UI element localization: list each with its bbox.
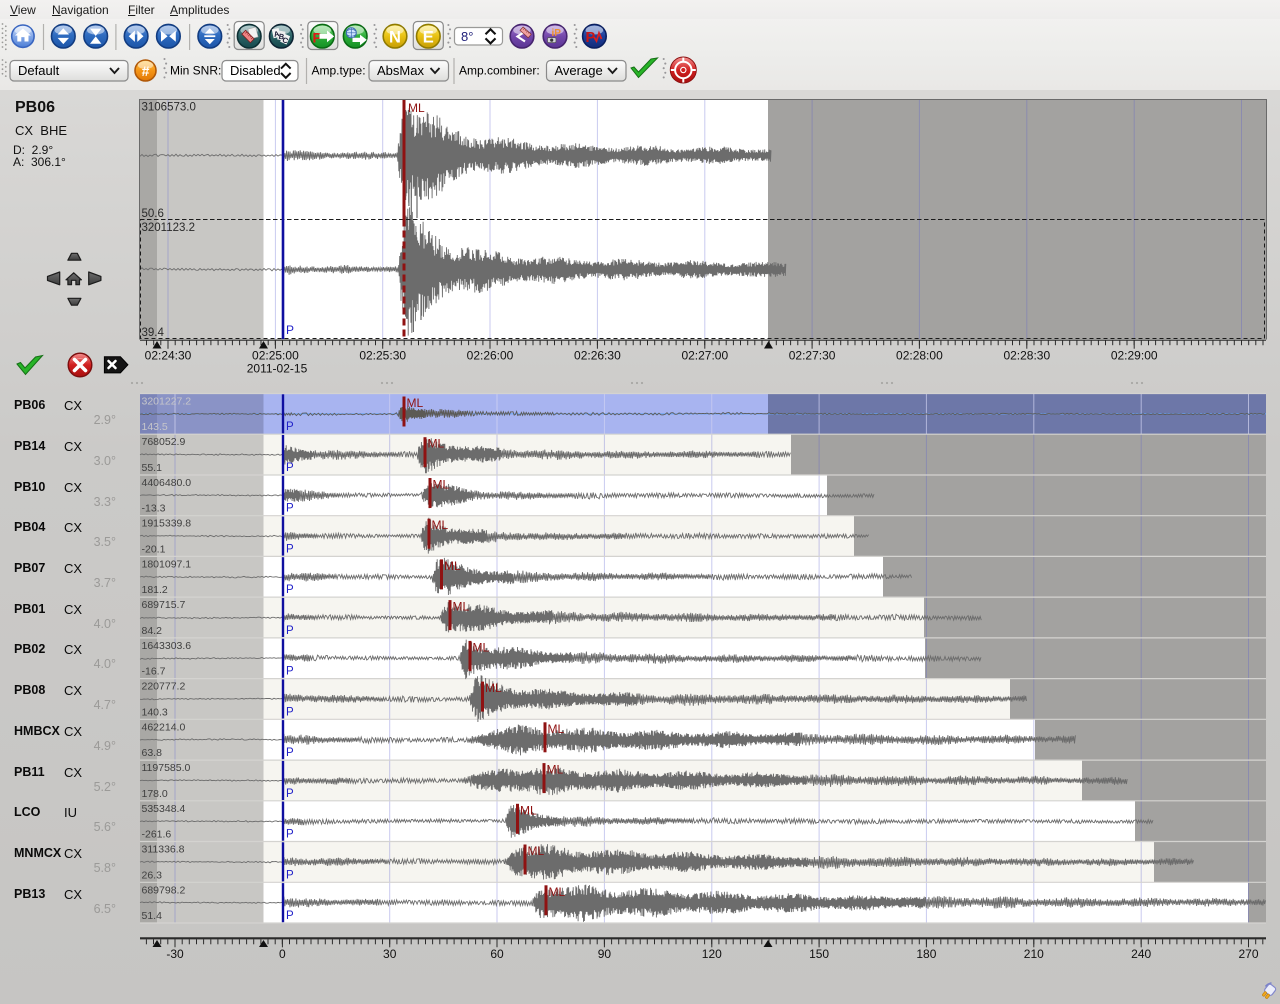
svg-text:P: P	[286, 543, 294, 555]
svg-text:02:26:00: 02:26:00	[467, 349, 514, 363]
svg-text:26.3: 26.3	[142, 869, 163, 881]
svg-text:-20.1: -20.1	[142, 543, 166, 555]
svg-text:1801097.1: 1801097.1	[142, 558, 192, 570]
svg-text:ML: ML	[548, 722, 565, 736]
svg-text:140.3: 140.3	[142, 706, 168, 718]
svg-text:Disabled: Disabled	[230, 63, 281, 78]
svg-text:ML: ML	[428, 437, 445, 451]
svg-text:768052.9: 768052.9	[142, 436, 186, 448]
svg-text:55.1: 55.1	[142, 462, 163, 474]
svg-text:270: 270	[1238, 947, 1258, 961]
svg-text:ML: ML	[453, 600, 470, 614]
svg-text:P: P	[286, 666, 294, 678]
svg-text:02:27:00: 02:27:00	[681, 349, 728, 363]
svg-text:240: 240	[1131, 947, 1151, 961]
svg-text:-261.6: -261.6	[142, 829, 172, 841]
svg-text:P: P	[313, 30, 322, 46]
svg-text:84.2: 84.2	[142, 625, 163, 637]
svg-text:ML: ML	[520, 803, 537, 817]
svg-text:0: 0	[279, 947, 286, 961]
svg-text:N: N	[389, 28, 401, 46]
svg-text:ML: ML	[432, 518, 449, 532]
svg-text:ML: ML	[473, 640, 490, 654]
svg-text:535348.4: 535348.4	[142, 803, 186, 815]
svg-text:120: 120	[702, 947, 722, 961]
svg-text:ML: ML	[433, 478, 450, 492]
svg-text:30: 30	[383, 947, 397, 961]
svg-text:150: 150	[809, 947, 829, 961]
svg-text:2011-02-15: 2011-02-15	[247, 362, 308, 376]
svg-text:02:28:00: 02:28:00	[896, 349, 943, 363]
svg-text:178.0: 178.0	[142, 788, 168, 800]
svg-text:P: P	[286, 462, 294, 474]
svg-text:P: P	[286, 747, 294, 759]
svg-text:A: A	[273, 29, 281, 39]
svg-text:AbsMax: AbsMax	[377, 63, 424, 78]
svg-text:02:29:00: 02:29:00	[1111, 349, 1158, 363]
svg-text:50.6: 50.6	[142, 208, 164, 220]
svg-text:210: 210	[1024, 947, 1044, 961]
svg-text:311336.8: 311336.8	[142, 844, 185, 856]
svg-text:ML: ML	[408, 101, 425, 115]
svg-text:Min SNR:: Min SNR:	[170, 64, 221, 78]
svg-text:Average: Average	[555, 63, 603, 78]
svg-text:P: P	[286, 869, 294, 881]
svg-text:Amp.type:: Amp.type:	[312, 64, 366, 78]
svg-text:C: C	[281, 35, 290, 46]
svg-text:P: P	[286, 584, 294, 596]
svg-text:ML: ML	[549, 885, 566, 899]
svg-text:-30: -30	[166, 947, 184, 961]
svg-text:P: P	[286, 829, 294, 841]
svg-text:#: #	[142, 63, 150, 79]
svg-text:3201227.2: 3201227.2	[142, 396, 192, 408]
svg-text:P: P	[286, 910, 294, 922]
svg-text:P: P	[286, 421, 294, 433]
svg-text:P: P	[286, 323, 294, 337]
svg-text:ML: ML	[444, 559, 461, 573]
svg-text:462214.0: 462214.0	[142, 721, 186, 733]
svg-text:P: P	[586, 30, 596, 46]
svg-text:143.5: 143.5	[142, 421, 168, 433]
svg-text:689715.7: 689715.7	[142, 599, 186, 611]
svg-text:ML: ML	[485, 681, 502, 695]
svg-text:51.4: 51.4	[142, 910, 163, 922]
svg-text:Amp.combiner:: Amp.combiner:	[459, 64, 540, 78]
svg-text:3106573.0: 3106573.0	[142, 102, 196, 114]
svg-text:63.8: 63.8	[142, 747, 163, 759]
svg-text:180: 180	[916, 947, 936, 961]
svg-text:02:27:30: 02:27:30	[789, 349, 836, 363]
svg-text:689798.2: 689798.2	[142, 884, 186, 896]
svg-text:ML: ML	[547, 763, 564, 777]
svg-text:1197585.0: 1197585.0	[142, 762, 191, 774]
svg-text:02:24:30: 02:24:30	[145, 349, 192, 363]
svg-text:1915339.8: 1915339.8	[142, 518, 192, 530]
svg-text:02:25:30: 02:25:30	[359, 349, 406, 363]
svg-text:P: P	[286, 503, 294, 515]
svg-text:02:26:30: 02:26:30	[574, 349, 621, 363]
svg-text:4406480.0: 4406480.0	[142, 477, 192, 489]
svg-text:1643303.6: 1643303.6	[142, 640, 192, 652]
svg-text:3201123.2: 3201123.2	[142, 222, 196, 234]
svg-text:60: 60	[490, 947, 504, 961]
svg-text:ML: ML	[407, 396, 424, 410]
svg-text:02:28:30: 02:28:30	[1003, 349, 1050, 363]
svg-text:181.2: 181.2	[142, 584, 168, 596]
svg-text:P: P	[286, 625, 294, 637]
svg-text:-13.3: -13.3	[142, 503, 166, 515]
svg-text:Default: Default	[18, 63, 60, 78]
svg-text:220777.2: 220777.2	[142, 681, 186, 693]
svg-text:39.4: 39.4	[142, 327, 165, 339]
svg-text:02:25:00: 02:25:00	[252, 349, 299, 363]
svg-text:E: E	[423, 28, 434, 46]
svg-text:-16.7: -16.7	[142, 666, 166, 678]
svg-text:90: 90	[598, 947, 612, 961]
svg-text:8°: 8°	[461, 29, 473, 44]
svg-text:P: P	[286, 706, 294, 718]
svg-text:B: B	[278, 32, 285, 42]
svg-text:ML: ML	[528, 844, 545, 858]
svg-text:P: P	[286, 788, 294, 800]
svg-text:iP: iP	[552, 28, 562, 39]
